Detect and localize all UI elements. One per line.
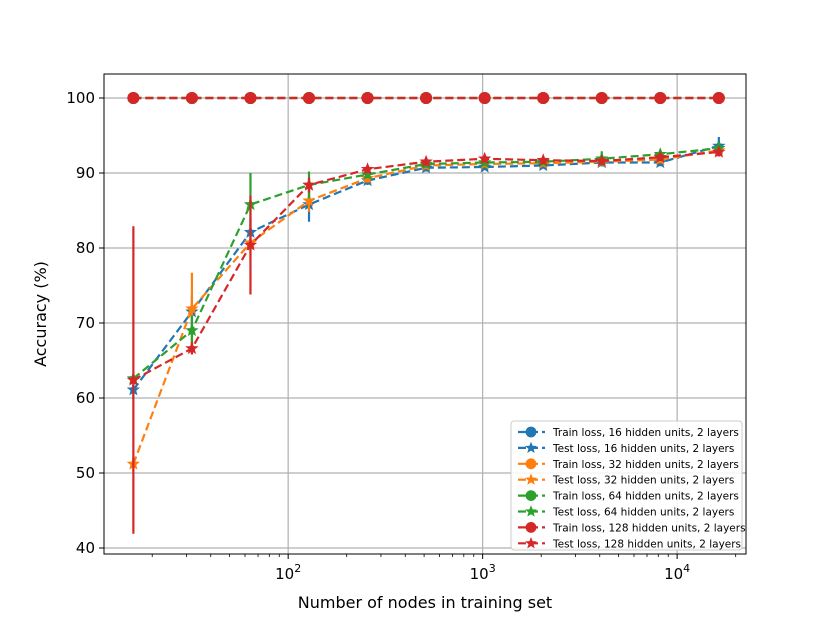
- x-tick-label: 103: [470, 562, 496, 583]
- legend-entry: Train loss, 128 hidden units, 2 layers: [518, 522, 746, 534]
- legend-label: Train loss, 16 hidden units, 2 layers: [552, 427, 739, 439]
- y-axis-label: Accuracy (%): [31, 261, 50, 367]
- data-point: [303, 92, 316, 104]
- legend-entry: Test loss, 16 hidden units, 2 layers: [518, 441, 734, 455]
- x-tick-exponent: 3: [489, 562, 496, 575]
- legend-label: Train loss, 128 hidden units, 2 layers: [552, 522, 746, 534]
- data-point: [243, 238, 258, 251]
- legend-marker: [525, 441, 537, 453]
- legend-marker: [525, 522, 537, 533]
- series-8: [126, 145, 726, 534]
- legend-marker: [525, 505, 537, 517]
- x-tick-base: 10: [470, 565, 489, 583]
- y-tick-label: 50: [76, 464, 95, 482]
- data-point: [185, 301, 199, 315]
- data-point: [302, 178, 316, 191]
- legend-entry: Test loss, 64 hidden units, 2 layers: [518, 505, 734, 519]
- data-point: [185, 323, 199, 337]
- x-tick-label: 104: [664, 562, 690, 583]
- data-point: [185, 341, 199, 355]
- series-7: [127, 92, 725, 104]
- data-point: [302, 193, 316, 207]
- y-tick-label: 70: [76, 314, 95, 332]
- legend-entry: Test loss, 32 hidden units, 2 layers: [518, 473, 734, 487]
- y-tick-label: 90: [76, 164, 95, 182]
- legend-label: Train loss, 32 hidden units, 2 layers: [552, 459, 739, 471]
- x-tick-label: 102: [275, 562, 301, 583]
- data-point: [712, 145, 726, 158]
- legend-label: Train loss, 64 hidden units, 2 layers: [552, 491, 739, 503]
- data-point: [595, 92, 608, 104]
- data-point: [185, 92, 198, 104]
- data-point: [595, 154, 609, 167]
- legend-entry: Train loss, 32 hidden units, 2 layers: [518, 458, 739, 471]
- data-point: [244, 92, 257, 104]
- legend-label: Test loss, 32 hidden units, 2 layers: [552, 475, 734, 487]
- legend-entry: Train loss, 16 hidden units, 2 layers: [518, 426, 739, 439]
- legend: Train loss, 16 hidden units, 2 layers Tes…: [510, 420, 746, 551]
- legend-label: Test loss, 16 hidden units, 2 layers: [552, 443, 734, 455]
- data-point: [360, 167, 375, 181]
- data-point: [477, 151, 492, 165]
- data-point: [537, 92, 550, 104]
- data-point: [419, 154, 433, 168]
- data-point: [653, 150, 667, 163]
- data-point: [361, 92, 374, 104]
- legend-marker: [525, 490, 537, 501]
- y-tick-label: 80: [76, 239, 95, 257]
- plot-frame: [103, 73, 747, 555]
- legend-label: Test loss, 64 hidden units, 2 layers: [552, 507, 734, 519]
- data-point: [127, 92, 140, 104]
- y-tick-label: 40: [76, 539, 95, 557]
- legend-entry: Train loss, 64 hidden units, 2 layers: [518, 490, 739, 503]
- data-point: [712, 92, 725, 104]
- x-tick-base: 10: [664, 565, 683, 583]
- data-point: [360, 162, 375, 175]
- x-tick-exponent: 2: [294, 562, 301, 575]
- legend-box: [510, 420, 743, 551]
- series-line: [132, 147, 719, 380]
- legend-marker: [525, 537, 537, 549]
- legend-label: Test loss, 128 hidden units, 2 layers: [552, 538, 741, 550]
- data-point: [536, 153, 550, 166]
- legend-marker: [525, 458, 537, 470]
- data-point: [420, 92, 433, 104]
- legend-entry: Test loss, 128 hidden units, 2 layers: [518, 537, 741, 550]
- legend-marker: [525, 426, 537, 438]
- x-axis-label: Number of nodes in training set: [298, 593, 552, 612]
- x-tick-exponent: 4: [683, 562, 690, 575]
- y-tick-label: 100: [66, 89, 95, 107]
- legend-marker: [525, 473, 537, 485]
- data-point: [478, 92, 491, 104]
- x-tick-base: 10: [275, 565, 294, 583]
- y-tick-label: 60: [76, 389, 95, 407]
- series-layer: [126, 92, 726, 534]
- data-point: [126, 373, 141, 386]
- data-point: [654, 92, 667, 104]
